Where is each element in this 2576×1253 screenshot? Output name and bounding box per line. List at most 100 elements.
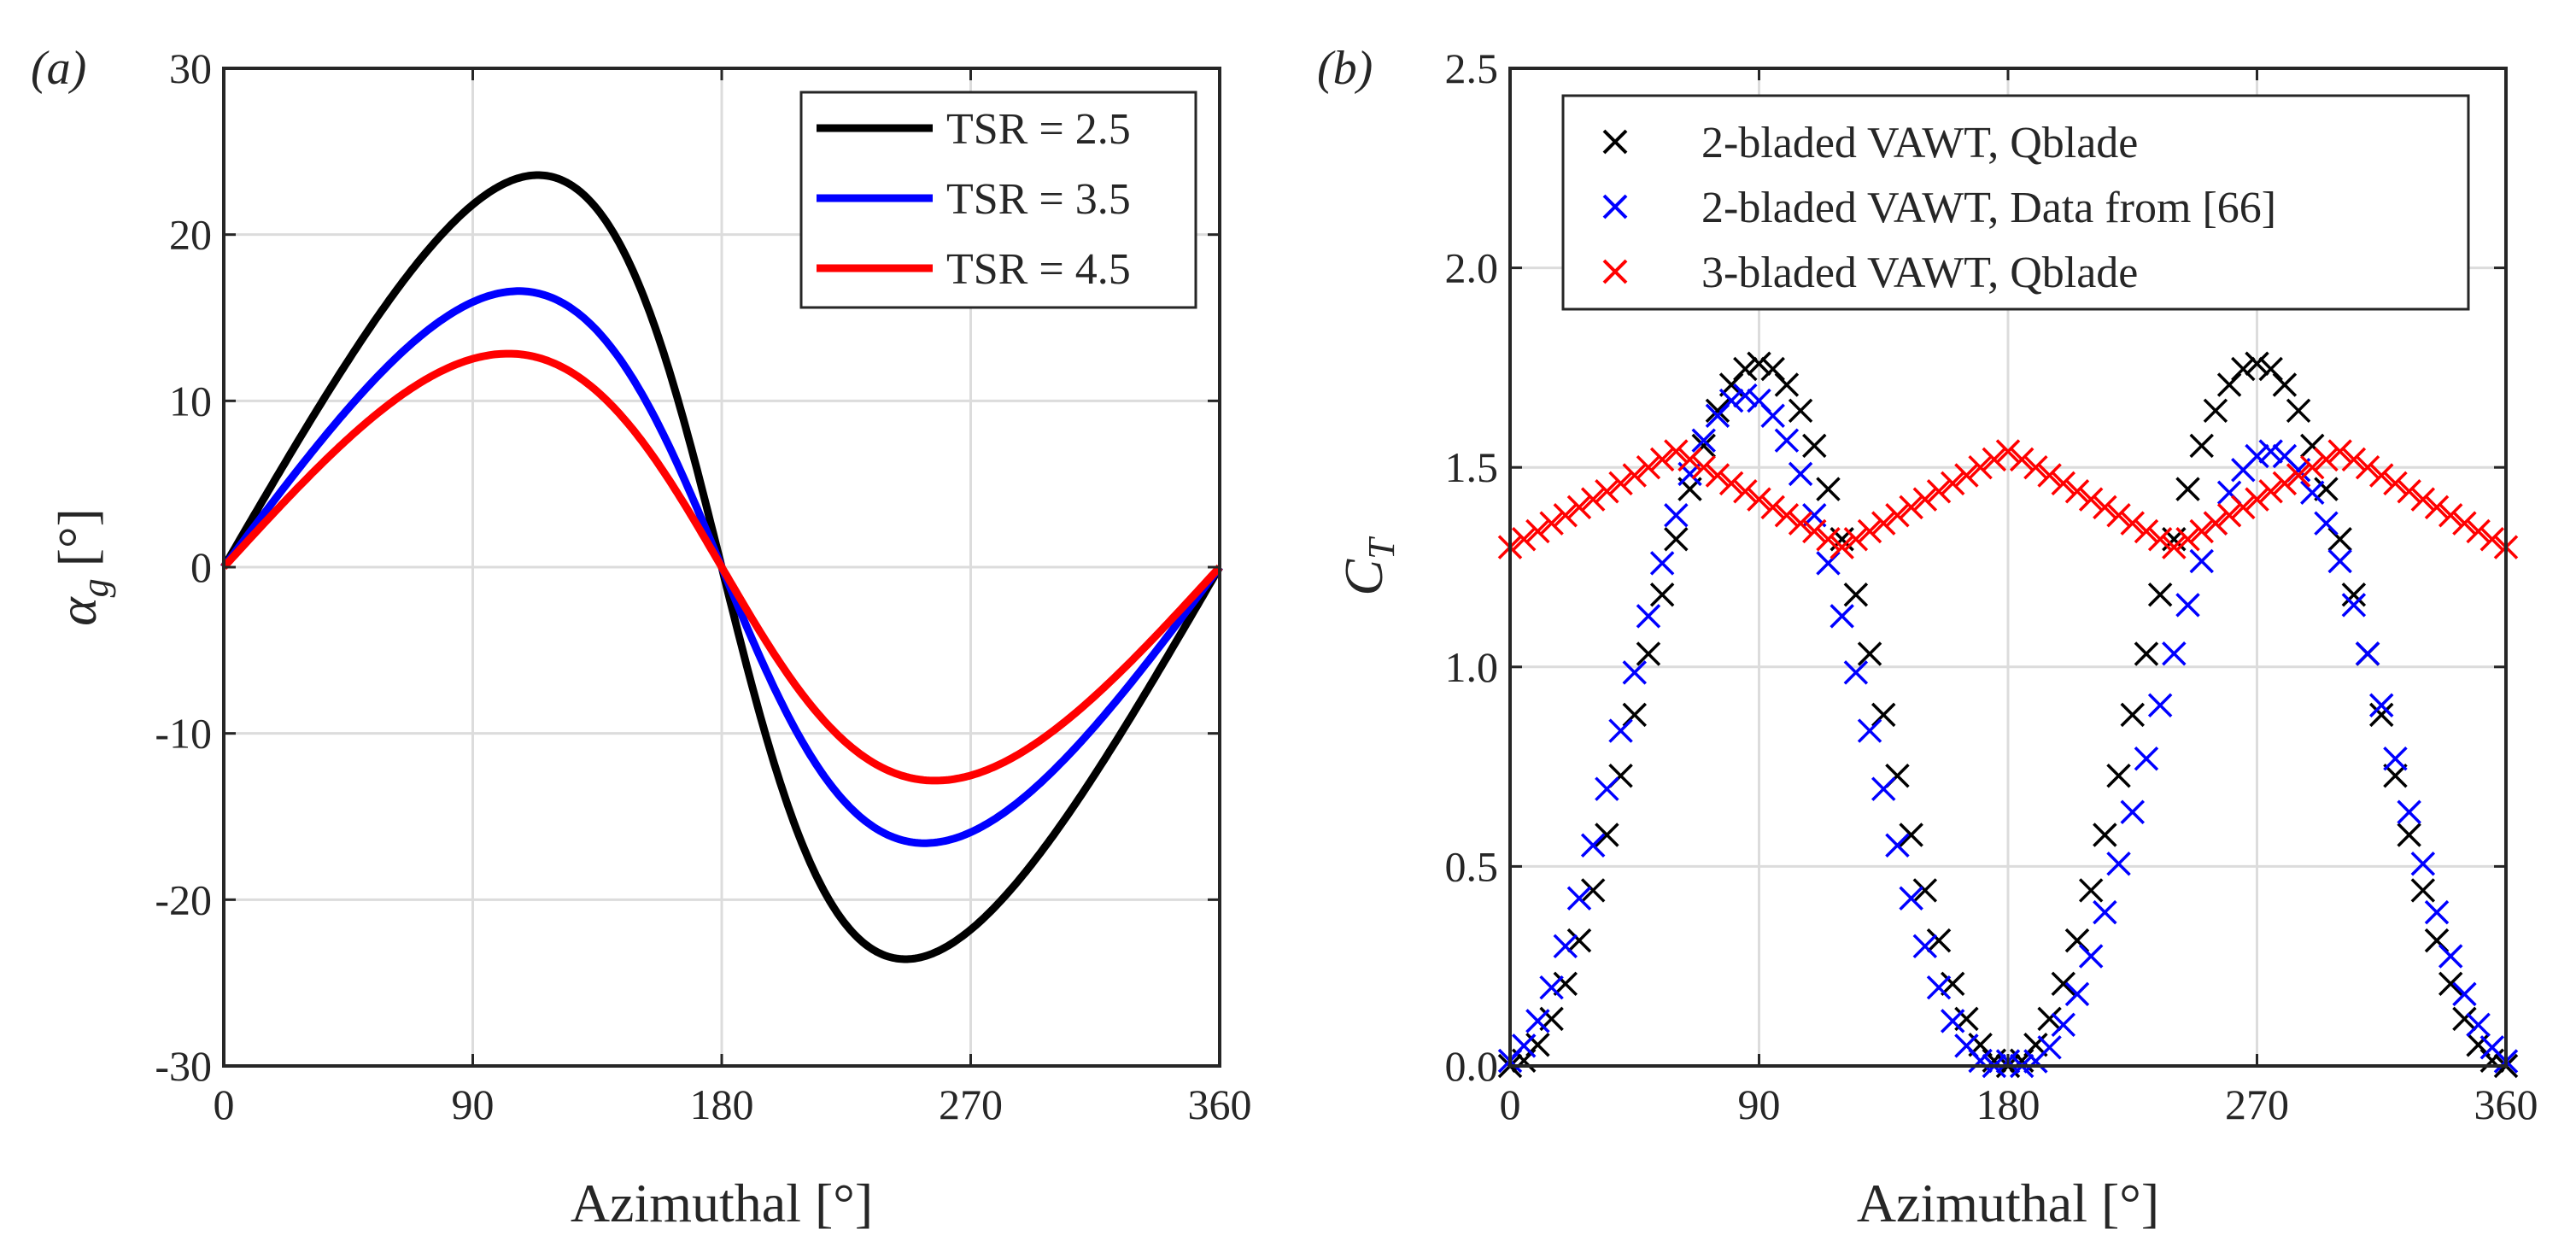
marker-2-bladed-vawt-data-from-66-140 [1885,833,1910,858]
marker-2-bladed-vawt-data-from-66-50 [1636,604,1661,629]
marker-2-bladed-vawt-qblade-130 [1857,641,1882,666]
marker-2-bladed-vawt-data-from-66-10 [1525,1009,1550,1033]
marker-2-bladed-vawt-data-from-66-120 [1830,604,1854,629]
panel-b-ytick-label-0: 0.0 [1445,1042,1499,1090]
panel-b-xtick-label-0: 0 [1500,1080,1521,1128]
panel-b-xtick-label-270: 270 [2225,1080,2289,1128]
marker-3-bladed-vawt-qblade-10 [1525,518,1550,544]
marker-3-bladed-vawt-qblade-180 [1995,439,2021,464]
marker-2-bladed-vawt-data-from-66-40 [1608,718,1633,743]
panel-b-ytick-label-0-5: 0.5 [1445,842,1499,890]
marker-3-bladed-vawt-qblade-255 [2203,511,2228,536]
marker-2-bladed-vawt-qblade-75 [1705,398,1730,424]
marker-3-bladed-vawt-qblade-290 [2300,454,2325,480]
panel-b-label: (b) [1317,42,1373,95]
marker-3-bladed-vawt-qblade-25 [1566,495,1592,520]
marker-2-bladed-vawt-qblade-315 [2369,702,2394,728]
panel-b-legend: 2-bladed VAWT, Qblade 2-bladed VAWT, Dat… [1561,94,2470,311]
marker-2-bladed-vawt-data-from-66-230 [2134,747,2159,771]
marker-3-bladed-vawt-qblade-45 [1622,463,1647,488]
marker-2-bladed-vawt-qblade-145 [1899,823,1923,847]
marker-3-bladed-vawt-qblade-150 [1912,487,1938,512]
marker-2-bladed-vawt-qblade-35 [1595,823,1619,847]
marker-2-bladed-vawt-data-from-66-205 [2064,981,2090,1007]
series-markers-2-bladed-vawt-data-from-66 [1497,383,2519,1079]
panel-b-ytick-label-2-5: 2.5 [1445,44,1499,92]
series-line-tsr-4-5 [220,349,1223,785]
marker-2-bladed-vawt-data-from-66-35 [1595,776,1619,801]
legend-a-label-tsr-4-5: TSR = 4.5 [946,245,1131,294]
panel-a-xtick-label-360: 360 [1188,1080,1252,1128]
marker-2-bladed-vawt-data-from-66-55 [1649,551,1675,576]
marker-2-bladed-vawt-data-from-66-100 [1774,428,1800,453]
marker-2-bladed-vawt-data-from-66-215 [2093,899,2117,925]
panel-b-ylabel: CT [1333,536,1402,596]
panel-a-xtick-label-180: 180 [690,1080,754,1128]
marker-2-bladed-vawt-qblade-125 [1843,583,1869,607]
marker-3-bladed-vawt-qblade-210 [2078,487,2104,512]
marker-3-bladed-vawt-qblade-260 [2216,503,2242,528]
marker-2-bladed-vawt-data-from-66-115 [1816,551,1841,576]
panel-a-xtick-label-90: 90 [452,1080,495,1128]
legend-b-label-2-bladed-data-66: 2-bladed VAWT, Data from [66] [1701,184,2276,232]
marker-2-bladed-vawt-data-from-66-160 [1940,1009,1965,1033]
marker-2-bladed-vawt-qblade-345 [2452,1006,2477,1032]
marker-3-bladed-vawt-qblade-50 [1636,454,1661,480]
series-markers-2-bladed-vawt-qblade [1497,351,2519,1079]
marker-2-bladed-vawt-data-from-66-85 [1733,383,1758,408]
legend-a-label-tsr-2-5: TSR = 2.5 [946,105,1131,154]
marker-3-bladed-vawt-qblade-225 [2120,511,2145,536]
marker-2-bladed-vawt-qblade-325 [2397,823,2421,847]
marker-2-bladed-vawt-data-from-66-320 [2383,747,2408,771]
marker-2-bladed-vawt-data-from-66-305 [2341,593,2367,618]
marker-3-bladed-vawt-qblade-275 [2258,478,2283,504]
panel-a-xlabel: Azimuthal [°] [571,1173,873,1233]
marker-2-bladed-vawt-data-from-66-315 [2369,693,2394,718]
marker-3-bladed-vawt-qblade-145 [1899,495,1923,520]
marker-2-bladed-vawt-qblade-285 [2286,398,2311,424]
marker-2-bladed-vawt-data-from-66-270 [2245,443,2269,469]
marker-2-bladed-vawt-data-from-66-220 [2106,852,2131,876]
marker-2-bladed-vawt-data-from-66-80 [1718,388,1744,413]
marker-3-bladed-vawt-qblade-125 [1843,527,1869,552]
marker-3-bladed-vawt-qblade-320 [2383,471,2408,496]
marker-3-bladed-vawt-qblade-30 [1580,487,1606,512]
marker-2-bladed-vawt-qblade-245 [2175,477,2200,501]
marker-3-bladed-vawt-qblade-340 [2438,503,2463,528]
panel-a-ytick-label-20: -20 [155,875,212,923]
marker-2-bladed-vawt-data-from-66-310 [2355,641,2380,666]
marker-3-bladed-vawt-qblade-75 [1705,463,1730,488]
marker-3-bladed-vawt-qblade-60 [1664,439,1689,464]
marker-3-bladed-vawt-qblade-235 [2147,527,2173,552]
marker-2-bladed-vawt-qblade-270 [2245,351,2269,376]
marker-2-bladed-vawt-qblade-250 [2189,433,2214,459]
panel-a-ytick-label-10: 10 [169,377,212,424]
marker-3-bladed-vawt-qblade-265 [2231,495,2256,520]
marker-3-bladed-vawt-qblade-110 [1802,518,1827,544]
marker-3-bladed-vawt-qblade-55 [1649,447,1675,472]
marker-2-bladed-vawt-data-from-66-245 [2175,593,2200,618]
marker-3-bladed-vawt-qblade-170 [1968,454,1993,480]
marker-3-bladed-vawt-qblade-175 [1982,447,2007,472]
legend-a-label-tsr-3-5: TSR = 3.5 [946,175,1131,224]
legend-b-marker-2-bladed-qblade [1602,129,1628,155]
marker-3-bladed-vawt-qblade-195 [2037,463,2062,488]
marker-2-bladed-vawt-data-from-66-300 [2327,548,2352,574]
marker-3-bladed-vawt-qblade-295 [2314,447,2339,472]
marker-3-bladed-vawt-qblade-220 [2106,503,2131,528]
marker-2-bladed-vawt-qblade-100 [1774,372,1800,397]
legend-b-label-2-bladed-qblade: 2-bladed VAWT, Qblade [1701,119,2138,167]
marker-3-bladed-vawt-qblade-90 [1747,487,1771,512]
marker-2-bladed-vawt-qblade-50 [1636,641,1661,666]
marker-2-bladed-vawt-qblade-305 [2341,583,2367,607]
panel-a-ytick-label-30: -30 [155,1042,212,1090]
marker-3-bladed-vawt-qblade-240 [2162,535,2187,559]
marker-3-bladed-vawt-qblade-245 [2175,527,2200,552]
marker-3-bladed-vawt-qblade-200 [2051,471,2076,496]
marker-2-bladed-vawt-qblade-115 [1816,477,1841,501]
marker-2-bladed-vawt-qblade-230 [2134,641,2159,666]
panel-a-ylabel-sub: g [74,578,116,597]
marker-3-bladed-vawt-qblade-85 [1733,478,1758,504]
marker-2-bladed-vawt-data-from-66-145 [1899,886,1923,911]
